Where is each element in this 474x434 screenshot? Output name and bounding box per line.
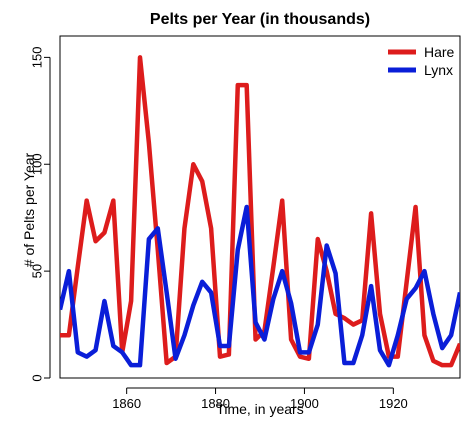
x-tick-label: 1860: [112, 396, 141, 411]
series-lines: [60, 55, 460, 368]
legend-label-hare: Hare: [424, 44, 455, 60]
legend-label-lynx: Lynx: [424, 62, 453, 78]
y-axis-label: # of Pelts per Year: [21, 152, 37, 267]
y-tick-label: 100: [29, 153, 44, 175]
y-tick-label: 0: [29, 374, 44, 381]
x-tick-label: 1920: [379, 396, 408, 411]
chart-title: Pelts per Year (in thousands): [150, 11, 370, 28]
x-axis-label: Time, in years: [216, 401, 303, 417]
y-tick-label: 150: [29, 47, 44, 69]
legend: Hare Lynx: [388, 44, 455, 78]
y-tick-label: 50: [29, 264, 44, 278]
series-line-lynx: [60, 204, 460, 368]
axes: 1860 1880 1900 1920 0 50 100 150: [29, 47, 407, 411]
x-tick-label: 1880: [201, 396, 230, 411]
x-tick-label: 1900: [290, 396, 319, 411]
